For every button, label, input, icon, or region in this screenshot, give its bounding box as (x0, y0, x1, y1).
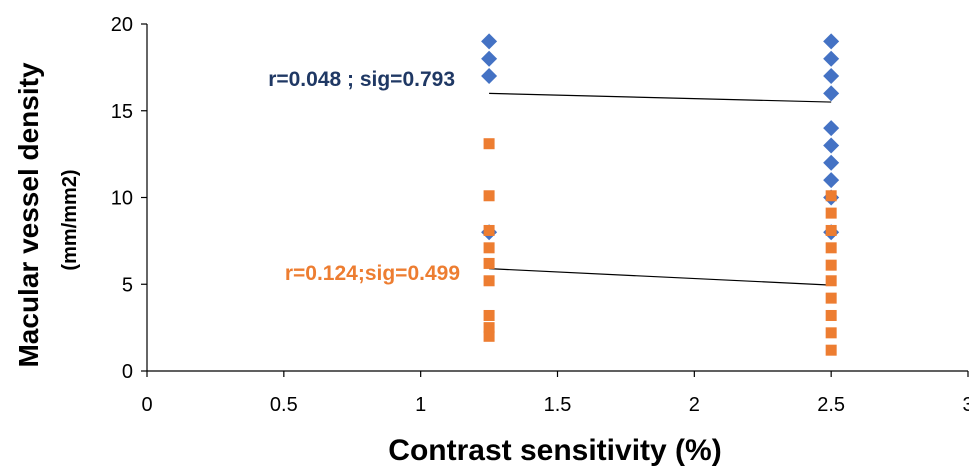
x-tick-label: 2 (689, 394, 700, 416)
correlation-annotation: r=0.124;sig=0.499 (285, 262, 460, 285)
square-point (483, 242, 495, 254)
y-tick-label: 15 (111, 101, 133, 123)
square-point (483, 138, 495, 150)
diamond-point (823, 50, 840, 67)
y-tick-label: 5 (122, 274, 133, 296)
data-points (481, 33, 840, 356)
y-axis-unit: (mm/mm2) (59, 169, 81, 270)
x-tick-label: 0.5 (270, 394, 298, 416)
y-tick-label: 0 (122, 361, 133, 383)
square-point (825, 259, 837, 271)
square-point (825, 207, 837, 219)
x-axis-label: Contrast sensitivity (%) (388, 434, 721, 467)
trendline (489, 92, 832, 103)
y-axis-label: Macular vessel density (13, 62, 44, 367)
diamond-point (481, 33, 498, 50)
diamond-point (823, 68, 840, 85)
trendline (489, 268, 832, 286)
diamond-point (823, 120, 840, 137)
square-point (483, 275, 495, 287)
square-point (483, 257, 495, 269)
diamond-point (823, 85, 840, 102)
diamond-point (823, 33, 840, 50)
square-point (825, 242, 837, 254)
diamond-point (481, 50, 498, 67)
correlation-annotation: r=0.048 ; sig=0.793 (268, 68, 455, 91)
y-tick-label: 10 (111, 188, 133, 210)
trendlines (489, 92, 832, 286)
diamond-point (823, 172, 840, 189)
y-axis-ticks: 0 5 10 15 20 (111, 14, 147, 383)
square-point (483, 322, 495, 334)
annotations: r=0.048 ; sig=0.793 r=0.124;sig=0.499 (268, 68, 460, 285)
x-tick-label: 2.5 (817, 394, 845, 416)
y-tick-label: 20 (111, 14, 133, 36)
x-tick-label: 3 (962, 394, 969, 416)
diamond-point (823, 154, 840, 171)
x-axis-ticks: 0 0.5 1 1.5 2 2.5 3 (141, 371, 969, 416)
square-point (825, 275, 837, 287)
square-point (483, 224, 495, 236)
square-point (825, 309, 837, 321)
square-point (825, 344, 837, 356)
square-point (825, 292, 837, 304)
x-tick-label: 1.5 (544, 394, 572, 416)
square-point (825, 190, 837, 202)
square-point (825, 327, 837, 339)
diamond-point (823, 137, 840, 154)
diamond-point (481, 68, 498, 85)
square-point (825, 224, 837, 236)
square-point (483, 190, 495, 202)
square-point (483, 330, 495, 342)
square-point (483, 309, 495, 321)
x-tick-label: 1 (415, 394, 426, 416)
x-tick-label: 0 (141, 394, 152, 416)
